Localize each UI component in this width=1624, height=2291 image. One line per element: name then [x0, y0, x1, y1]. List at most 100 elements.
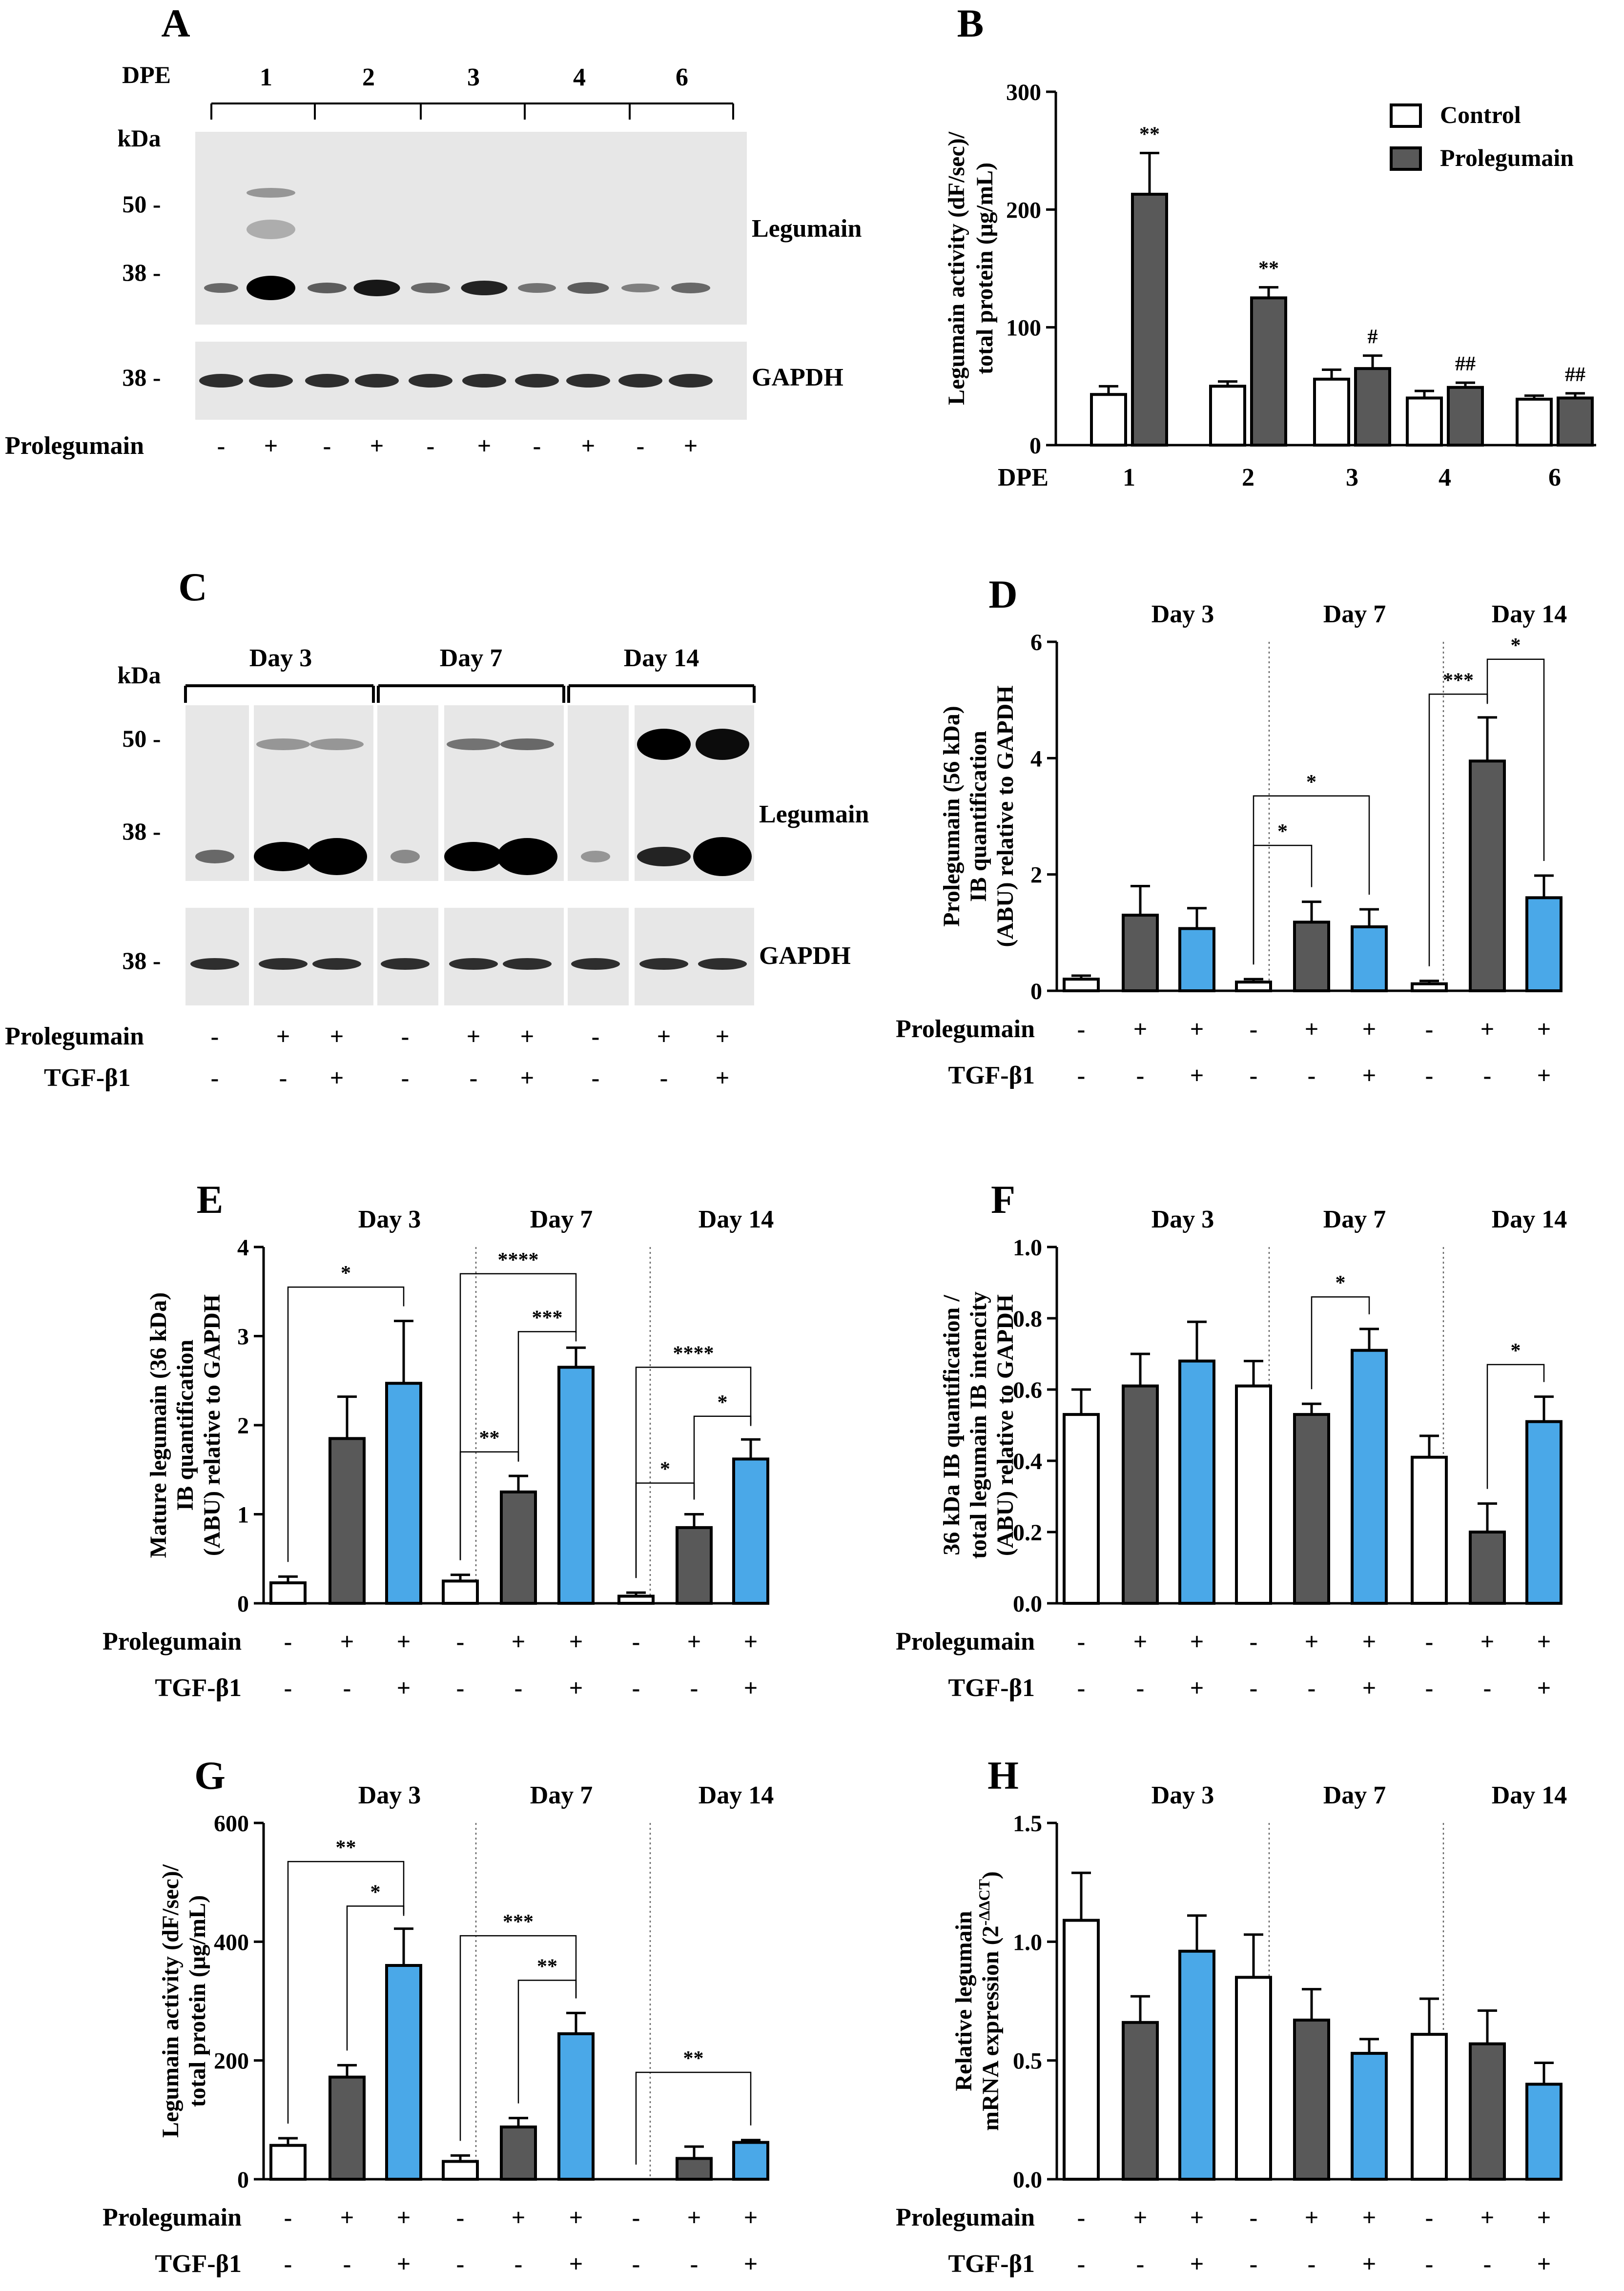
- tgf-sign: -: [1308, 1674, 1316, 1701]
- bar: [1411, 1455, 1448, 1605]
- prolegumain-sign: +: [744, 2204, 758, 2231]
- legumain-band: [581, 851, 610, 862]
- significance-label: *: [1306, 771, 1316, 794]
- marker-50: 50 -: [122, 190, 161, 218]
- marker-38: 38 -: [122, 259, 161, 286]
- prolegumain-sign: +: [687, 2204, 701, 2231]
- panel-b-chart: B 0 100 200 300 Legumain activity (dF/sec)/to…: [944, 1, 1596, 491]
- prolegumain-sign: +: [477, 432, 492, 459]
- significance-label: *: [660, 1458, 670, 1481]
- tgf-sign: -: [1308, 1062, 1316, 1089]
- y-tick-label: 300: [1006, 80, 1041, 105]
- tgf-sign: -: [1250, 2250, 1258, 2277]
- panel-c-blot: C Day 3 Day 7 Day 14 kDa 50 - 38 - 38 - Legumain…: [5, 565, 869, 1092]
- gapdh-band: [190, 958, 239, 970]
- prolegumain-sign: +: [340, 1628, 354, 1655]
- legend-swatch-control: [1390, 103, 1422, 128]
- y-tick-label: 0.0: [1013, 2167, 1042, 2193]
- tgf-sign: -: [592, 1064, 600, 1091]
- bar: [500, 1490, 537, 1605]
- dpe-value: 2: [362, 63, 375, 91]
- y-tick-label: 0.5: [1013, 2048, 1042, 2074]
- bar: [1122, 2021, 1159, 2181]
- y-axis-label: mRNA expression (2-ΔΔCT): [975, 1871, 1004, 2131]
- bar: [269, 1581, 307, 1605]
- prolegumain-sign: +: [1362, 1015, 1377, 1043]
- y-axis-label: IB quantification: [966, 731, 991, 902]
- tgf-row-label: TGF-β1: [948, 1674, 1035, 1702]
- prolegumain-sign: +: [569, 2204, 583, 2231]
- bar: [1293, 1413, 1330, 1605]
- gapdh-band: [199, 374, 243, 388]
- significance-label: *: [718, 1391, 728, 1414]
- tgf-sign: -: [1077, 1674, 1086, 1701]
- day-header: Day 14: [699, 1206, 774, 1233]
- significance-bracket: [1486, 1364, 1545, 1489]
- day-header: Day 7: [530, 1781, 593, 1809]
- prolegumain-sign: +: [370, 432, 384, 459]
- prolegumain-sign: -: [1425, 2204, 1434, 2231]
- tgf-sign: +: [397, 1674, 411, 1701]
- marker-gapdh: 38 -: [122, 947, 161, 974]
- gapdh-blot-strip: [568, 908, 629, 1005]
- legend-swatch-prolegumain: [1390, 146, 1422, 171]
- gapdh-band: [515, 374, 559, 388]
- gapdh-band: [259, 958, 308, 970]
- day-header: Day 14: [1492, 1206, 1567, 1233]
- y-tick-label: 0: [237, 1591, 249, 1617]
- tgf-sign: +: [1537, 1674, 1551, 1701]
- y-tick-label: 4: [237, 1235, 249, 1261]
- prolegumain-sign: -: [1250, 1015, 1258, 1043]
- prolegumain-sign: +: [684, 432, 698, 459]
- tgf-sign: -: [1136, 2250, 1145, 2277]
- day-header: Day 3: [358, 1781, 421, 1809]
- prolegumain-sign: +: [569, 1628, 583, 1655]
- gapdh-label: GAPDH: [752, 364, 843, 391]
- significance-bracket: [459, 1935, 577, 2141]
- tgf-sign: +: [1537, 1062, 1551, 1089]
- prolegumain-sign: +: [1362, 1628, 1377, 1655]
- y-tick-label: 0: [237, 2167, 249, 2193]
- significance-label: **: [336, 1837, 356, 1859]
- prolegumain-band: [447, 738, 500, 750]
- day-header: Day 3: [1151, 600, 1214, 628]
- prolegumain-sign: -: [632, 2204, 640, 2231]
- y-axis-label: total protein (μg/mL): [972, 163, 998, 374]
- bar: [1411, 2033, 1448, 2181]
- bar: [1525, 896, 1562, 993]
- gapdh-band: [571, 958, 620, 970]
- panel-label-g: G: [194, 1753, 226, 1798]
- prolegumain-row-label: Prolegumain: [5, 432, 144, 460]
- bar: [1063, 978, 1100, 992]
- bar: [1293, 920, 1330, 992]
- significance-bracket: [287, 1286, 405, 1562]
- prolegumain-sign: -: [456, 2204, 465, 2231]
- significance-label: #: [1368, 326, 1378, 348]
- prolegumain-sign: +: [744, 1628, 758, 1655]
- y-tick-label: 0.6: [1013, 1377, 1042, 1403]
- gapdh-blot-strip: [377, 908, 438, 1005]
- legumain-label: Legumain: [759, 800, 869, 828]
- prolegumain-sign: -: [284, 2204, 292, 2231]
- legumain-band: [247, 276, 295, 300]
- bar: [676, 2157, 713, 2181]
- y-tick-label: 200: [214, 2048, 249, 2074]
- legumain-band: [621, 284, 659, 292]
- prolegumain-sign: +: [397, 1628, 411, 1655]
- tgf-sign: +: [1537, 2250, 1551, 2277]
- bar: [442, 1579, 479, 1605]
- tgf-sign: +: [1190, 1062, 1204, 1089]
- tgf-sign: -: [1425, 1674, 1434, 1701]
- gapdh-blot-strip: [635, 908, 754, 1005]
- day-header: Day 7: [1323, 1781, 1386, 1809]
- prolegumain-sign: +: [467, 1023, 481, 1050]
- kda-label: kDa: [118, 661, 161, 689]
- tgf-sign: +: [569, 2250, 583, 2277]
- prolegumain-sign: -: [456, 1628, 465, 1655]
- prolegumain-sign: +: [264, 432, 278, 459]
- tgf-sign: +: [1362, 1674, 1377, 1701]
- tgf-sign: -: [401, 1064, 410, 1091]
- prolegumain-sign: +: [657, 1023, 671, 1050]
- significance-label: ****: [498, 1249, 539, 1271]
